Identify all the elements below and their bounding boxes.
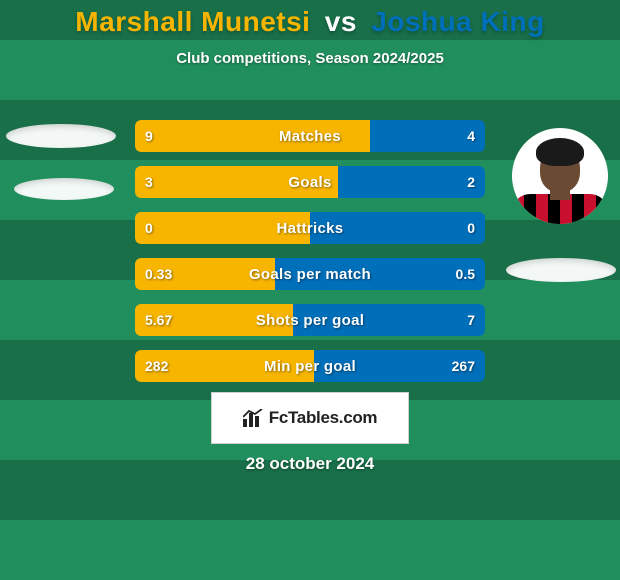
stats-bars: 94Matches 32Goals 00Hattricks 0.330.5Goals …: [135, 120, 485, 396]
stat-row: 0.330.5Goals per match: [135, 258, 485, 290]
player2-hair: [536, 138, 584, 166]
stat-row: 32Goals: [135, 166, 485, 198]
player2-avatar: [512, 128, 608, 224]
stat-label: Hattricks: [135, 212, 485, 244]
stat-row: 282267Min per goal: [135, 350, 485, 382]
subtitle: Club competitions, Season 2024/2025: [0, 50, 620, 67]
player1-name: Marshall Munetsi: [75, 6, 310, 37]
player2-name: Joshua King: [371, 6, 545, 37]
stat-row: 00Hattricks: [135, 212, 485, 244]
bar-chart-icon: [243, 409, 263, 427]
stat-label: Goals per match: [135, 258, 485, 290]
stat-row: 94Matches: [135, 120, 485, 152]
vs-separator: vs: [325, 6, 357, 37]
page-title: Marshall Munetsi vs Joshua King: [0, 0, 620, 38]
logo-text: FcTables.com: [269, 408, 378, 428]
stat-label: Goals: [135, 166, 485, 198]
fctables-logo: FcTables.com: [211, 392, 409, 444]
stat-label: Min per goal: [135, 350, 485, 382]
stat-label: Shots per goal: [135, 304, 485, 336]
avatar-left-shadow-1: [6, 124, 116, 148]
stat-row: 5.677Shots per goal: [135, 304, 485, 336]
avatar-right-shadow: [506, 258, 616, 282]
generated-date: 28 october 2024: [0, 454, 620, 474]
stat-label: Matches: [135, 120, 485, 152]
avatar-left-shadow-2: [14, 178, 114, 200]
